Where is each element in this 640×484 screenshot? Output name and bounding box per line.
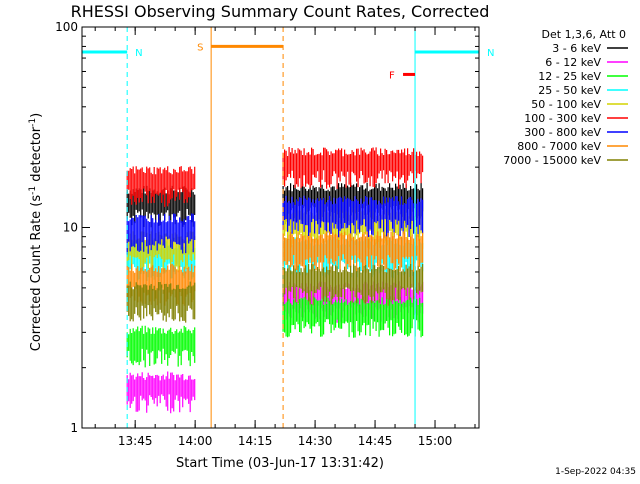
x-tick-label: 14:30 bbox=[298, 434, 333, 448]
series-9 bbox=[126, 263, 424, 323]
flag-f-4: F bbox=[389, 70, 416, 81]
legend-label: 100 - 300 keV bbox=[524, 112, 601, 125]
series-1 bbox=[126, 182, 424, 228]
y-tick-label: 10 bbox=[63, 221, 78, 235]
x-tick-label: 14:45 bbox=[358, 434, 393, 448]
series-5 bbox=[126, 207, 424, 273]
legend-label: 50 - 100 keV bbox=[531, 98, 601, 111]
series-3 bbox=[126, 296, 424, 368]
y-tick-label: 1 bbox=[70, 421, 78, 435]
series-trace bbox=[126, 371, 196, 414]
x-tick-label: 14:15 bbox=[238, 434, 273, 448]
legend-label: 300 - 800 keV bbox=[524, 126, 601, 139]
series-trace bbox=[282, 296, 424, 338]
flag-n-1: N bbox=[82, 27, 143, 428]
series-trace bbox=[282, 263, 424, 306]
series-6 bbox=[126, 147, 424, 207]
series-2 bbox=[126, 281, 424, 414]
legend-label: 800 - 7000 keV bbox=[517, 140, 601, 153]
flag-n-2: N bbox=[414, 27, 494, 428]
x-axis: 13:45 14:00 14:15 14:30 14:45 15:00 bbox=[94, 27, 476, 448]
series-trace bbox=[282, 147, 424, 189]
x-tick-label: 13:45 bbox=[118, 434, 153, 448]
series-trace bbox=[282, 231, 424, 273]
y-tick-label: 100 bbox=[55, 20, 78, 34]
legend-label: 12 - 25 keV bbox=[538, 70, 601, 83]
legend-header: Det 1,3,6, Att 0 bbox=[542, 28, 626, 41]
legend-label: 3 - 6 keV bbox=[552, 42, 601, 55]
plot-area: N N S F bbox=[82, 27, 494, 428]
series-trace bbox=[282, 195, 424, 238]
flag-s-3: S bbox=[197, 27, 284, 428]
y-axis-title: Corrected Count Rate (s-1 detector-1) bbox=[28, 113, 44, 351]
y-axis: 1 10 100 bbox=[55, 20, 479, 435]
chart-title: RHESSI Observing Summary Count Rates, Co… bbox=[71, 2, 490, 21]
series-trace bbox=[126, 325, 196, 368]
flag-label: N bbox=[487, 48, 494, 59]
x-axis-title: Start Time (03-Jun-17 13:31:42) bbox=[176, 456, 384, 471]
flag-label: F bbox=[389, 70, 395, 81]
series-4 bbox=[126, 236, 424, 282]
x-tick-label: 15:00 bbox=[418, 434, 453, 448]
series-8 bbox=[126, 231, 424, 306]
flag-label: S bbox=[197, 42, 203, 53]
x-tick-label: 14:00 bbox=[178, 434, 213, 448]
legend-label: 6 - 12 keV bbox=[545, 56, 601, 69]
legend-label: 7000 - 15000 keV bbox=[503, 154, 601, 167]
flag-label: N bbox=[135, 48, 142, 59]
legend-label: 25 - 50 keV bbox=[538, 84, 601, 97]
footer-date: 1-Sep-2022 04:35 bbox=[555, 467, 636, 477]
series-7 bbox=[126, 195, 424, 255]
